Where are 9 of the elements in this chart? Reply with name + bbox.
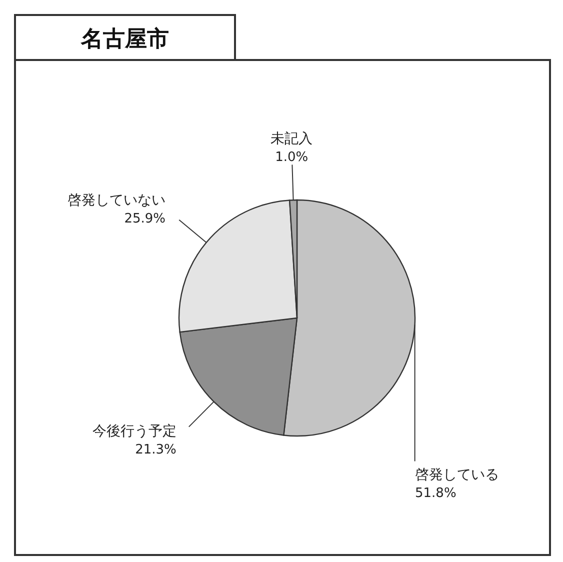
data-label: 21.3% [135,442,176,458]
data-label: 25.9% [124,212,166,227]
chart-title: 名古屋市 [80,26,169,52]
data-label: 1.0% [275,150,308,165]
slice-label: 啓発していない [68,192,166,209]
slice-label: 未記入 [270,130,313,147]
slice-label: 啓発している [415,467,499,484]
data-label: 51.8% [415,486,456,502]
slice-label: 今後行う予定 [92,423,176,440]
